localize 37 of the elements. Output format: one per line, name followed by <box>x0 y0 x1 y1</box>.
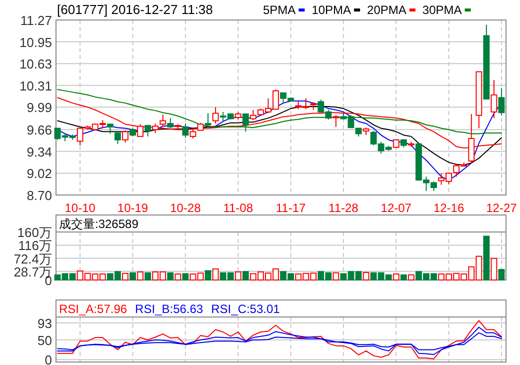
series-label: RSI_B:56.63 <box>135 302 204 316</box>
y-tick-label: 0 <box>44 352 52 365</box>
y-tick-label: 50 <box>38 332 52 348</box>
legend-label: 10PMA <box>312 3 352 17</box>
legend-label: 30PMA <box>422 3 462 17</box>
text: RSI_A:57.96 <box>59 302 128 316</box>
y-tick-label: 11.27 <box>20 13 52 28</box>
legend-label: 5PMA <box>263 3 296 17</box>
series-label: RSI_C:53.01 <box>211 302 280 316</box>
y-tick-label: 9.02 <box>26 166 52 182</box>
legend-label: 20PMA <box>367 3 406 17</box>
x-tick-label: 11-17 <box>276 201 306 215</box>
x-tick-label: 12-27 <box>486 201 518 215</box>
chart-title: [601777] 2016-12-27 11:38 <box>57 2 213 17</box>
y-tick-label: 10.95 <box>19 34 52 50</box>
x-tick-label: 10-10 <box>64 201 96 215</box>
y-tick-label: 160万 <box>17 225 52 240</box>
y-tick-label: 10.31 <box>19 78 52 94</box>
y-tick-label: 72.4万 <box>14 251 52 266</box>
x-tick-label: 10-28 <box>170 201 202 215</box>
x-tick-label: 11-08 <box>223 201 254 215</box>
y-tick-label: 93 <box>38 316 52 331</box>
line-series <box>57 332 502 352</box>
y-tick-label: 9.34 <box>26 144 52 160</box>
line-series <box>57 320 502 360</box>
chart-title: 成交量:326589 <box>59 217 139 231</box>
y-tick-label: 9.99 <box>26 100 52 116</box>
line-series <box>57 326 502 355</box>
y-tick-label: 8.70 <box>26 188 52 203</box>
x-tick-label: 12-16 <box>433 201 464 215</box>
line-series <box>57 88 502 134</box>
y-tick-label: 10.63 <box>19 56 52 72</box>
x-tick-label: 10-19 <box>117 201 148 215</box>
y-tick-label: 116万 <box>18 238 52 254</box>
y-tick-label: 9.66 <box>26 122 52 138</box>
x-tick-label: 11-28 <box>328 201 359 215</box>
x-tick-label: 12-07 <box>380 201 412 215</box>
